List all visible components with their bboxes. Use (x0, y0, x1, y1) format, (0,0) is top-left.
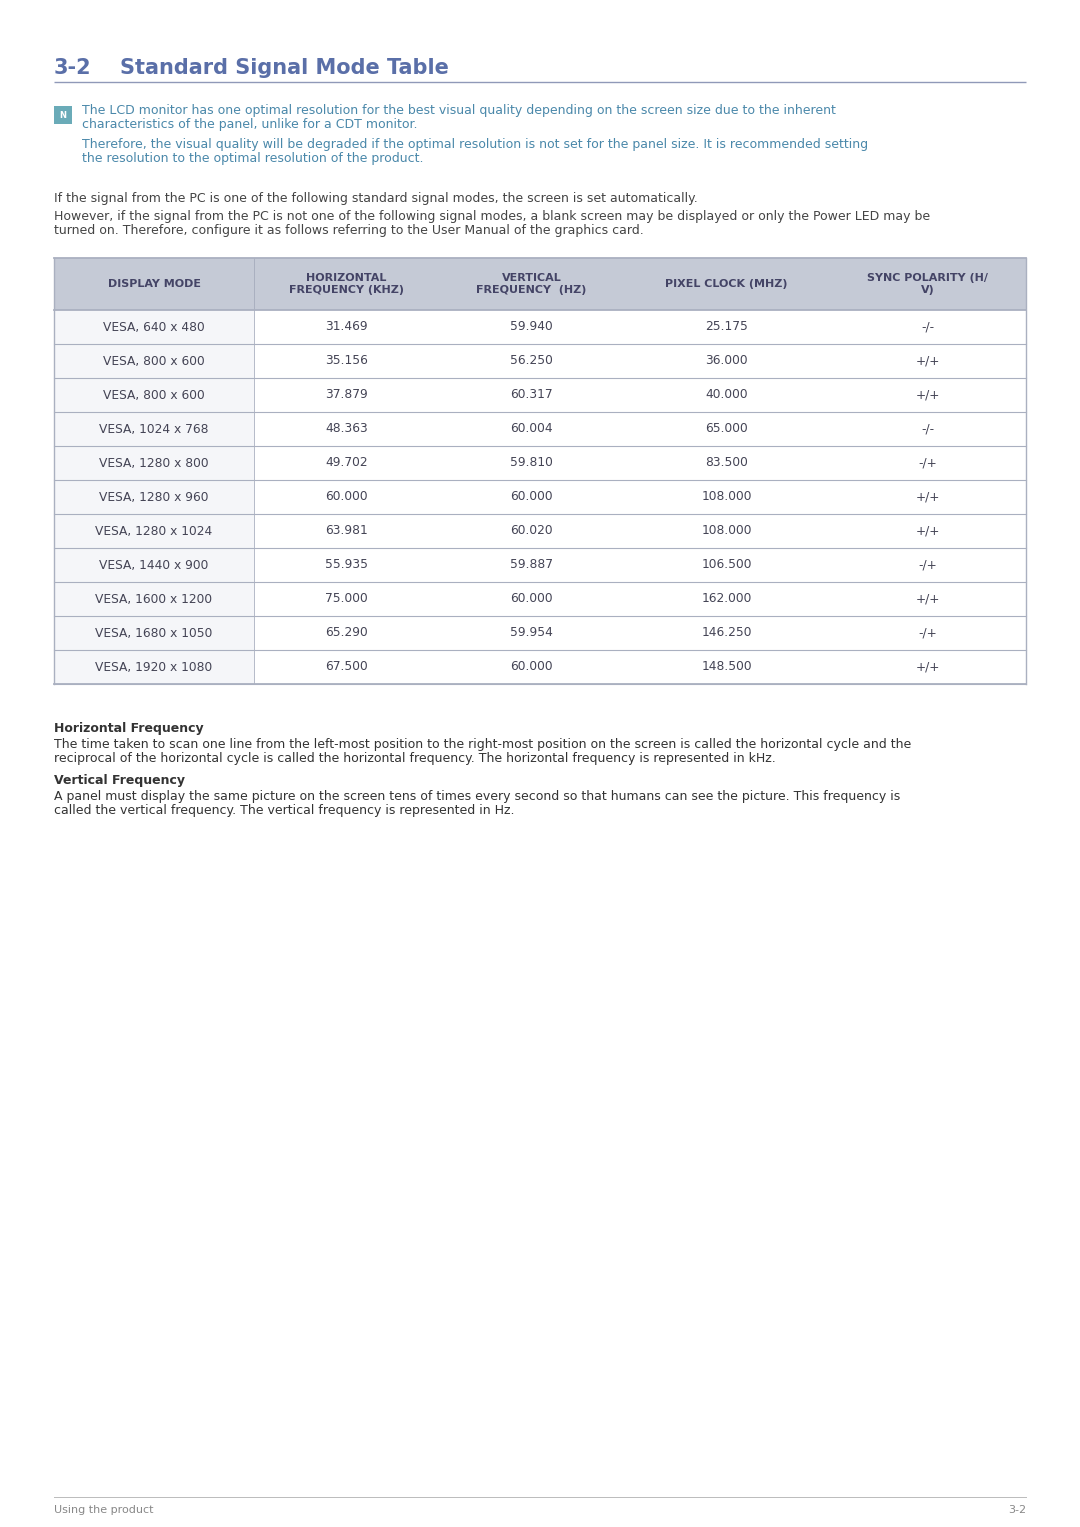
Text: 59.810: 59.810 (510, 457, 553, 469)
Bar (54, 379, 254, 412)
Text: VESA, 1280 x 960: VESA, 1280 x 960 (99, 490, 208, 504)
Text: -/-: -/- (921, 321, 934, 333)
Text: DISPLAY MODE: DISPLAY MODE (108, 279, 201, 289)
Text: Vertical Frequency: Vertical Frequency (54, 774, 185, 786)
Bar (54, 582, 254, 615)
Text: Horizontal Frequency: Horizontal Frequency (54, 722, 204, 734)
Bar (54, 310, 254, 344)
Text: called the vertical frequency. The vertical frequency is represented in Hz.: called the vertical frequency. The verti… (54, 805, 514, 817)
Bar (54, 615, 254, 651)
Text: -/+: -/+ (918, 626, 936, 640)
Text: VESA, 1280 x 1024: VESA, 1280 x 1024 (95, 524, 213, 538)
Text: 55.935: 55.935 (325, 559, 368, 571)
Text: SYNC POLARITY (H/
V): SYNC POLARITY (H/ V) (867, 273, 988, 295)
Text: VESA, 1680 x 1050: VESA, 1680 x 1050 (95, 626, 213, 640)
Text: The time taken to scan one line from the left-most position to the right-most po: The time taken to scan one line from the… (54, 738, 912, 751)
Text: turned on. Therefore, configure it as follows referring to the User Manual of th: turned on. Therefore, configure it as fo… (54, 224, 644, 237)
Text: 146.250: 146.250 (701, 626, 752, 640)
Bar (54, 651, 254, 684)
Text: PIXEL CLOCK (MHZ): PIXEL CLOCK (MHZ) (665, 279, 787, 289)
Text: the resolution to the optimal resolution of the product.: the resolution to the optimal resolution… (82, 153, 423, 165)
Bar (54, 479, 254, 515)
Text: 56.250: 56.250 (510, 354, 553, 368)
Text: 60.000: 60.000 (325, 490, 368, 504)
Text: VESA, 1280 x 800: VESA, 1280 x 800 (99, 457, 208, 469)
Text: N: N (59, 110, 67, 119)
Text: 65.000: 65.000 (705, 423, 747, 435)
Bar (54, 412, 254, 446)
Text: 35.156: 35.156 (325, 354, 368, 368)
Text: 60.000: 60.000 (510, 661, 553, 673)
Text: VESA, 800 x 600: VESA, 800 x 600 (103, 388, 205, 402)
Text: 162.000: 162.000 (701, 592, 752, 606)
Text: +/+: +/+ (916, 592, 940, 606)
Text: 36.000: 36.000 (705, 354, 747, 368)
Text: +/+: +/+ (916, 524, 940, 538)
Text: VESA, 1600 x 1200: VESA, 1600 x 1200 (95, 592, 213, 606)
Text: A panel must display the same picture on the screen tens of times every second s: A panel must display the same picture on… (54, 789, 901, 803)
Text: 25.175: 25.175 (705, 321, 748, 333)
Text: VESA, 1024 x 768: VESA, 1024 x 768 (99, 423, 208, 435)
Text: +/+: +/+ (916, 490, 940, 504)
Text: HORIZONTAL
FREQUENCY (KHZ): HORIZONTAL FREQUENCY (KHZ) (289, 273, 404, 295)
Text: 60.004: 60.004 (510, 423, 553, 435)
Text: 48.363: 48.363 (325, 423, 368, 435)
Text: Standard Signal Mode Table: Standard Signal Mode Table (120, 58, 449, 78)
Text: 108.000: 108.000 (701, 524, 752, 538)
Bar (54, 446, 254, 479)
Text: 65.290: 65.290 (325, 626, 368, 640)
Text: -/-: -/- (921, 423, 934, 435)
Text: 59.940: 59.940 (510, 321, 553, 333)
Text: +/+: +/+ (916, 388, 940, 402)
Bar (54, 105, 72, 124)
Text: Using the product: Using the product (54, 1506, 153, 1515)
Bar (54, 548, 254, 582)
Text: 60.000: 60.000 (510, 490, 553, 504)
Text: VESA, 800 x 600: VESA, 800 x 600 (103, 354, 205, 368)
Text: VERTICAL
FREQUENCY  (HZ): VERTICAL FREQUENCY (HZ) (476, 273, 586, 295)
Bar (54, 258, 1026, 310)
Text: Therefore, the visual quality will be degraded if the optimal resolution is not : Therefore, the visual quality will be de… (82, 137, 868, 151)
Text: 59.954: 59.954 (510, 626, 553, 640)
Text: -/+: -/+ (918, 457, 936, 469)
Text: 60.020: 60.020 (510, 524, 553, 538)
Text: 67.500: 67.500 (325, 661, 368, 673)
Text: However, if the signal from the PC is not one of the following signal modes, a b: However, if the signal from the PC is no… (54, 211, 930, 223)
Text: The LCD monitor has one optimal resolution for the best visual quality depending: The LCD monitor has one optimal resoluti… (82, 104, 836, 118)
Text: VESA, 1920 x 1080: VESA, 1920 x 1080 (95, 661, 213, 673)
Text: 3-2: 3-2 (1008, 1506, 1026, 1515)
Bar (54, 344, 254, 379)
Text: 75.000: 75.000 (325, 592, 368, 606)
Text: 3-2: 3-2 (54, 58, 92, 78)
Text: 31.469: 31.469 (325, 321, 368, 333)
Text: reciprocal of the horizontal cycle is called the horizontal frequency. The horiz: reciprocal of the horizontal cycle is ca… (54, 751, 775, 765)
Text: VESA, 640 x 480: VESA, 640 x 480 (103, 321, 205, 333)
Text: characteristics of the panel, unlike for a CDT monitor.: characteristics of the panel, unlike for… (82, 118, 418, 131)
Text: 83.500: 83.500 (705, 457, 748, 469)
Text: 60.317: 60.317 (510, 388, 553, 402)
Text: 106.500: 106.500 (701, 559, 752, 571)
Text: +/+: +/+ (916, 661, 940, 673)
Text: 148.500: 148.500 (701, 661, 752, 673)
Text: 63.981: 63.981 (325, 524, 368, 538)
Text: 108.000: 108.000 (701, 490, 752, 504)
Text: +/+: +/+ (916, 354, 940, 368)
Text: 60.000: 60.000 (510, 592, 553, 606)
Bar (54, 515, 254, 548)
Text: 59.887: 59.887 (510, 559, 553, 571)
Text: -/+: -/+ (918, 559, 936, 571)
Text: If the signal from the PC is one of the following standard signal modes, the scr: If the signal from the PC is one of the … (54, 192, 698, 205)
Text: 37.879: 37.879 (325, 388, 368, 402)
Text: VESA, 1440 x 900: VESA, 1440 x 900 (99, 559, 208, 571)
Text: 49.702: 49.702 (325, 457, 368, 469)
Text: 40.000: 40.000 (705, 388, 747, 402)
